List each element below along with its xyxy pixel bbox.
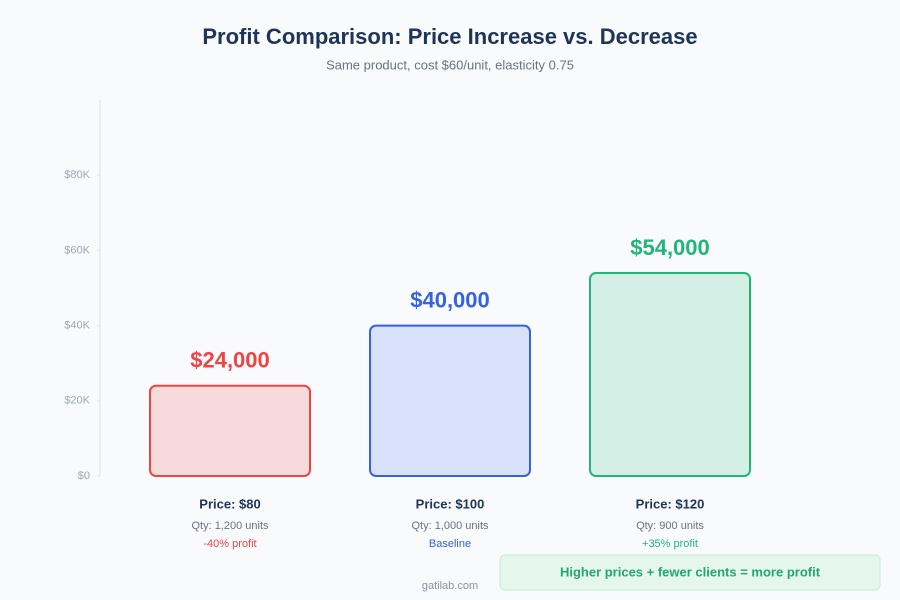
y-tick-label: $0 — [78, 470, 90, 482]
note-label: -40% profit — [203, 538, 256, 550]
bar — [369, 324, 531, 477]
y-tick-label: $60K — [64, 244, 90, 256]
quantity-label: Qty: 1,000 units — [411, 520, 489, 532]
footer: gatilab.com — [422, 580, 478, 592]
bar — [589, 271, 751, 477]
callout-text: Higher prices + fewer clients = more pro… — [560, 564, 821, 579]
x-tick-label: Price: $120 — [636, 496, 705, 511]
quantity-label: Qty: 900 units — [636, 520, 704, 532]
y-tick-label: $40K — [64, 320, 90, 332]
chart-title: Profit Comparison: Price Increase vs. De… — [202, 24, 697, 49]
value-label: $54,000 — [630, 235, 710, 260]
x-tick-label: Price: $100 — [416, 496, 485, 511]
note-label: Baseline — [429, 538, 471, 550]
chart-subtitle: Same product, cost $60/unit, elasticity … — [326, 57, 574, 72]
note-label: +35% profit — [642, 538, 698, 550]
y-tick-label: $20K — [64, 395, 90, 407]
bar — [149, 384, 311, 478]
value-label: $40,000 — [410, 287, 490, 312]
quantity-label: Qty: 1,200 units — [191, 520, 269, 532]
x-tick-label: Price: $80 — [199, 496, 260, 511]
value-label: $24,000 — [190, 348, 270, 373]
callout-box — [499, 554, 881, 591]
y-tick-label: $80K — [64, 169, 90, 181]
